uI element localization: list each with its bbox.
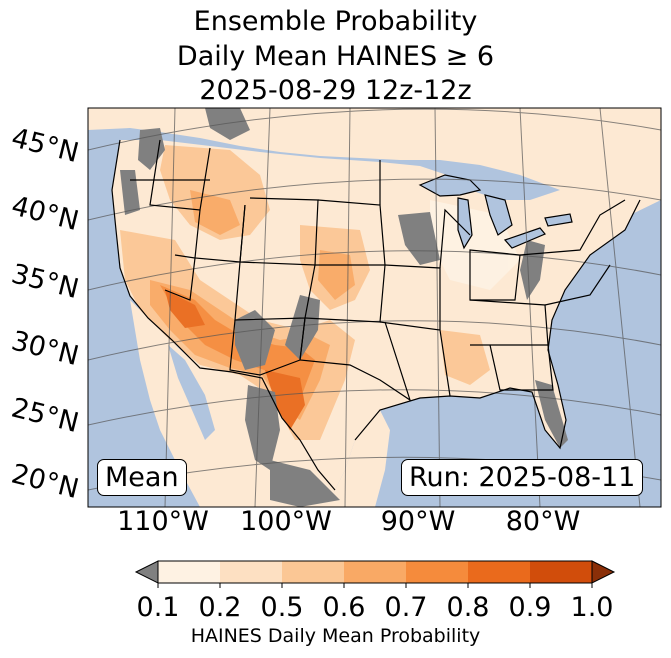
colorbar-bin bbox=[344, 561, 407, 583]
gulf-of-california bbox=[168, 345, 215, 440]
colorbar-tick: 0.9 bbox=[508, 592, 552, 623]
colorbar-under-arrow bbox=[134, 560, 159, 584]
colorbar-label: HAINES Daily Mean Probability bbox=[190, 625, 481, 647]
lake-ontario bbox=[544, 213, 573, 227]
state-boundaries bbox=[130, 139, 626, 402]
lake-michigan bbox=[457, 197, 473, 250]
lake-erie bbox=[503, 227, 546, 249]
title-line-1: Ensemble Probability bbox=[193, 6, 478, 37]
lon-label-110: 110°W bbox=[117, 506, 209, 537]
colorbar-tick: 0.8 bbox=[446, 592, 490, 623]
colorbar-tick: 0.1 bbox=[136, 592, 180, 623]
lon-label-90: 90°W bbox=[380, 506, 456, 537]
colorbar-bin bbox=[406, 561, 469, 583]
colorbar-tick: 0.7 bbox=[384, 592, 428, 623]
baja-land bbox=[150, 330, 200, 470]
coastline bbox=[111, 139, 641, 491]
run-date-label: Run: 2025-08-11 bbox=[401, 459, 644, 496]
great-lakes bbox=[418, 174, 573, 250]
colorbar-over-arrow bbox=[591, 560, 616, 584]
colorbar-bin bbox=[220, 561, 283, 583]
colorbar-bin bbox=[158, 561, 221, 583]
title-line-2: Daily Mean HAINES ≥ 6 bbox=[176, 41, 495, 72]
colorbar-tick: 0.6 bbox=[322, 592, 366, 623]
colorbar-tick: 0.2 bbox=[198, 592, 242, 623]
colorbar-tick: 0.5 bbox=[260, 592, 304, 623]
colorbar-bin bbox=[282, 561, 345, 583]
statistic-label: Mean bbox=[97, 459, 187, 496]
colorbar-frame bbox=[157, 560, 593, 584]
lon-label-100: 100°W bbox=[240, 506, 332, 537]
lake-huron bbox=[484, 194, 513, 236]
colorbar-bin bbox=[468, 561, 531, 583]
title-line-3: 2025-08-29 12z-12z bbox=[199, 75, 472, 106]
colorbar-tick: 1.0 bbox=[570, 592, 614, 623]
colorbar-bin bbox=[530, 561, 593, 583]
lon-label-80: 80°W bbox=[505, 506, 581, 537]
map-frame bbox=[87, 107, 662, 508]
